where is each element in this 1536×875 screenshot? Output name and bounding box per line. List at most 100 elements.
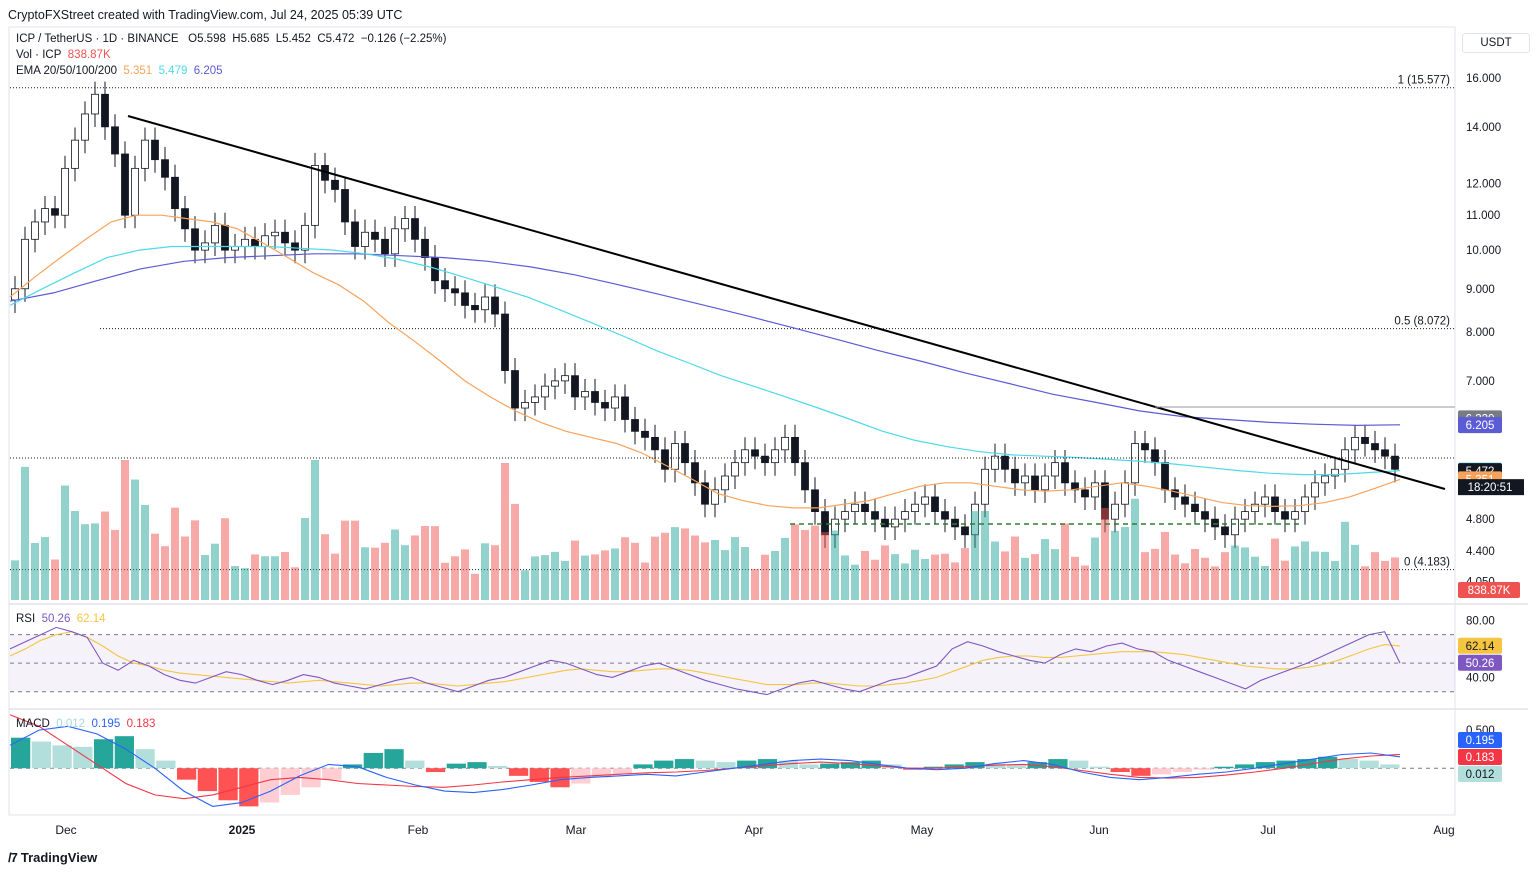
ema200-value: 6.205 [193,65,223,77]
macd-histogram-bar [1069,760,1089,769]
candle-body [401,218,409,230]
close-value: C5.472 [317,33,355,45]
ema-legend[interactable]: EMA 20/50/100/200 5.351 5.479 6.205 [16,65,223,77]
candle-body [491,296,499,315]
tradingview-logo[interactable]: /7 TradingView [8,850,97,865]
candle-body [381,238,389,255]
candle-body [351,221,359,247]
volume-bar [841,555,849,600]
volume-bar [1211,566,1219,600]
candle-body [811,489,819,513]
candle-body [1331,468,1339,477]
volume-legend[interactable]: Vol · ICP 838.87K [16,49,111,61]
candle-body [1141,443,1149,451]
volume-bar [141,505,149,600]
volume-bar [321,534,329,600]
candle-body [31,221,39,240]
time-axis-label: 2025 [229,823,256,837]
symbol-legend[interactable]: ICP / TetherUS · 1D · BINANCE O5.598 H5.… [16,33,446,45]
candle-body [1371,443,1379,451]
candle-body [511,370,519,409]
rsi-value: 50.26 [41,613,71,625]
volume-bar [281,552,289,600]
price-axis-tick: 9.000 [1466,284,1495,296]
candle-body [121,153,129,216]
candle-body [161,159,169,178]
volume-bar [831,530,839,600]
macd-histogram-bar [363,752,383,769]
macd-histogram-bar [591,768,612,778]
candle-body [821,511,829,536]
price-axis-tick: 10.000 [1466,245,1501,257]
volume-bar [1351,544,1359,600]
candle-body [141,139,149,169]
candle-body [101,93,109,128]
rsi-ma-tag-label: 62.14 [1466,641,1495,653]
volume-bar [941,553,949,600]
macd-histogram-bar [1235,764,1255,769]
volume-bar [741,547,749,600]
volume-bar [761,554,769,600]
candle-body [671,443,679,470]
volume-bar [561,561,569,600]
volume-bar [41,537,49,600]
symbol-name[interactable]: ICP / TetherUS · 1D · BINANCE [16,33,179,45]
macd-histogram-bar [446,763,466,769]
chart-credit: CryptoFXStreet created with TradingView.… [8,8,403,22]
rsi-ma-line [9,631,1401,687]
candle-body [1211,518,1219,528]
macd-histogram-bar [1359,760,1379,769]
volume-bar [1061,523,1069,600]
volume-bar [1271,538,1279,600]
macd-histogram-bar [840,762,861,769]
volume-bar [1281,560,1289,600]
volume-bar [231,566,239,600]
volume-bar [1191,549,1199,600]
candle-body [1201,511,1209,520]
candle-body [61,167,69,216]
macd-line-value: 0.195 [91,718,121,730]
currency-selector[interactable]: USDT [1462,33,1530,53]
volume-bar [11,560,19,600]
volume-bar [201,555,209,600]
volume-bar [571,540,579,600]
volume-bar [751,568,759,600]
candle-body [931,496,939,513]
volume-bar [601,550,609,600]
macd-histogram-bar [799,764,819,769]
candle-body [691,462,699,484]
rsi-legend[interactable]: RSI 50.26 62.14 [16,613,106,625]
candle-body [151,139,159,161]
volume-tag [1458,582,1520,598]
candle-body [771,449,779,464]
volume-bar [1331,561,1339,600]
volume-bar [1261,566,1269,600]
candle-body [451,288,459,294]
candle-body [271,231,279,237]
countdown-tag [1458,479,1524,496]
volume-bar [441,562,449,600]
volume-bar [421,526,429,600]
macd-signal-tag [1458,749,1502,765]
candle-body [721,475,729,491]
volume-bar [1041,539,1049,600]
volume-bar [1171,554,1179,600]
price-axis-tick: 11.000 [1466,210,1500,222]
candle-body [331,179,339,190]
candle-body [1001,455,1009,470]
volume-bar [31,543,39,600]
volume-bar [541,555,549,600]
time-axis-label: Aug [1433,823,1454,837]
candle-body [1281,511,1289,520]
candle-body [641,430,649,438]
candle-body [761,455,769,464]
macd-legend[interactable]: MACD 0.012 0.195 0.183 [16,718,155,730]
candle-body [1051,462,1059,477]
volume-bar [111,530,119,600]
candle-body [1361,436,1369,444]
rsi-tag [1458,654,1502,671]
volume-bar [1181,563,1189,600]
volume-bar [271,556,279,600]
ema100-value: 5.479 [158,65,188,77]
